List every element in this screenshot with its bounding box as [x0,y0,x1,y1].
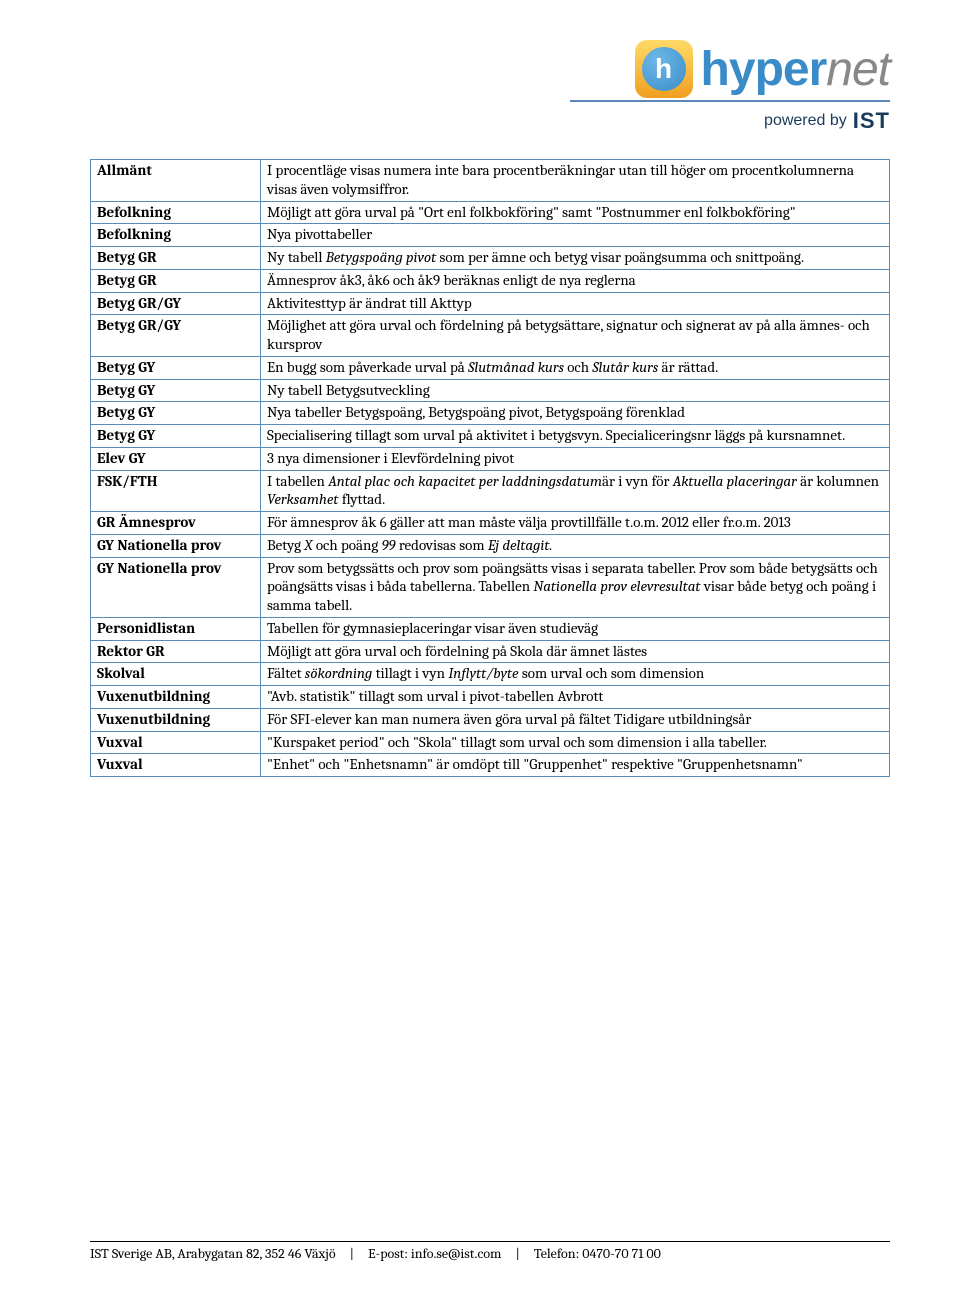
category-cell: Befolkning [91,201,261,224]
table-row: Betyg GRNy tabell Betygspoäng pivot som … [91,247,890,270]
description-cell: I procentläge visas numera inte bara pro… [261,160,890,202]
footer-sep: | [515,1245,519,1262]
footer-sep: | [350,1245,354,1262]
table-row: SkolvalFältet sökordning tillagt i vyn I… [91,663,890,686]
description-cell: Aktivitesttyp är ändrat till Akttyp [261,292,890,315]
table-row: Vuxval"Enhet" och "Enhetsnamn" är omdöpt… [91,754,890,777]
description-cell: Nya pivottabeller [261,224,890,247]
logo-underline [570,100,890,102]
logo-brand-hyper: hyper [701,43,827,96]
description-cell: 3 nya dimensioner i Elevfördelning pivot [261,447,890,470]
footer-phone: Telefon: 0470-70 71 00 [534,1245,661,1262]
page-header: h hypernet powered by IST [90,40,890,134]
table-row: Vuxval"Kurspaket period" och "Skola" til… [91,731,890,754]
description-cell: I tabellen Antal plac och kapacitet per … [261,470,890,512]
category-cell: Betyg GY [91,425,261,448]
table-row: Betyg GYNya tabeller Betygspoäng, Betygs… [91,402,890,425]
table-row: AllmäntI procentläge visas numera inte b… [91,160,890,202]
table-row: BefolkningMöjligt att göra urval på "Ort… [91,201,890,224]
table-row: Rektor GRMöjligt att göra urval och förd… [91,640,890,663]
table-row: Betyg GR/GYMöjlighet att göra urval och … [91,315,890,357]
powered-label: powered by [764,112,847,130]
page-footer: IST Sverige AB, Arabygatan 82, 352 46 Vä… [90,1241,890,1262]
description-cell: Nya tabeller Betygspoäng, Betygspoäng pi… [261,402,890,425]
description-cell: Ny tabell Betygspoäng pivot som per ämne… [261,247,890,270]
description-cell: Möjlighet att göra urval och fördelning … [261,315,890,357]
description-cell: "Avb. statistik" tillagt som urval i piv… [261,686,890,709]
powered-by: powered by IST [764,108,890,134]
category-cell: Betyg GR [91,247,261,270]
category-cell: Skolval [91,663,261,686]
description-cell: Möjligt att göra urval på "Ort enl folkb… [261,201,890,224]
category-cell: Elev GY [91,447,261,470]
table-row: Betyg GYEn bugg som påverkade urval på S… [91,356,890,379]
powered-brand: IST [853,108,890,134]
logo-text: hypernet [701,42,890,97]
category-cell: Allmänt [91,160,261,202]
category-cell: Betyg GR/GY [91,315,261,357]
category-cell: Betyg GR [91,269,261,292]
category-cell: GY Nationella prov [91,557,261,617]
table-row: GY Nationella provBetyg X och poäng 99 r… [91,534,890,557]
description-cell: För ämnesprov åk 6 gäller att man måste … [261,512,890,535]
logo-block: h hypernet powered by IST [570,40,890,134]
category-cell: GR Ämnesprov [91,512,261,535]
description-cell: Möjligt att göra urval och fördelning på… [261,640,890,663]
logo-icon: h [635,40,693,98]
category-cell: Befolkning [91,224,261,247]
description-cell: Fältet sökordning tillagt i vyn Inflytt/… [261,663,890,686]
footer-company: IST Sverige AB, Arabygatan 82, 352 46 Vä… [90,1245,336,1262]
category-cell: Betyg GR/GY [91,292,261,315]
table-row: Betyg GYSpecialisering tillagt som urval… [91,425,890,448]
table-row: BefolkningNya pivottabeller [91,224,890,247]
category-cell: Vuxval [91,754,261,777]
category-cell: Betyg GY [91,356,261,379]
table-row: Elev GY3 nya dimensioner i Elevfördelnin… [91,447,890,470]
description-cell: "Kurspaket period" och "Skola" tillagt s… [261,731,890,754]
table-row: GY Nationella provProv som betygssätts o… [91,557,890,617]
logo-icon-letter: h [642,47,686,91]
description-cell: Prov som betygssätts och prov som poängs… [261,557,890,617]
description-cell: För SFI-elever kan man numera även göra … [261,708,890,731]
table-row: GR ÄmnesprovFör ämnesprov åk 6 gäller at… [91,512,890,535]
description-cell: Ny tabell Betygsutveckling [261,379,890,402]
table-row: Vuxenutbildning"Avb. statistik" tillagt … [91,686,890,709]
category-cell: Rektor GR [91,640,261,663]
category-cell: Personidlistan [91,617,261,640]
table-row: PersonidlistanTabellen för gymnasieplace… [91,617,890,640]
description-cell: En bugg som påverkade urval på Slutmånad… [261,356,890,379]
description-cell: "Enhet" och "Enhetsnamn" är omdöpt till … [261,754,890,777]
table-row: Betyg GRÄmnesprov åk3, åk6 och åk9 beräk… [91,269,890,292]
category-cell: Vuxenutbildning [91,708,261,731]
table-row: FSK/FTHI tabellen Antal plac och kapacit… [91,470,890,512]
description-cell: Tabellen för gymnasieplaceringar visar ä… [261,617,890,640]
description-cell: Specialisering tillagt som urval på akti… [261,425,890,448]
category-cell: Betyg GY [91,379,261,402]
description-cell: Betyg X och poäng 99 redovisas som Ej de… [261,534,890,557]
table-row: VuxenutbildningFör SFI-elever kan man nu… [91,708,890,731]
table-row: Betyg GYNy tabell Betygsutveckling [91,379,890,402]
changes-table: AllmäntI procentläge visas numera inte b… [90,159,890,777]
category-cell: GY Nationella prov [91,534,261,557]
category-cell: Vuxenutbildning [91,686,261,709]
table-row: Betyg GR/GYAktivitesttyp är ändrat till … [91,292,890,315]
footer-email: E-post: info.se@ist.com [368,1245,501,1262]
category-cell: FSK/FTH [91,470,261,512]
category-cell: Betyg GY [91,402,261,425]
category-cell: Vuxval [91,731,261,754]
logo-main: h hypernet [635,40,890,98]
description-cell: Ämnesprov åk3, åk6 och åk9 beräknas enli… [261,269,890,292]
logo-brand-net: net [826,43,890,96]
